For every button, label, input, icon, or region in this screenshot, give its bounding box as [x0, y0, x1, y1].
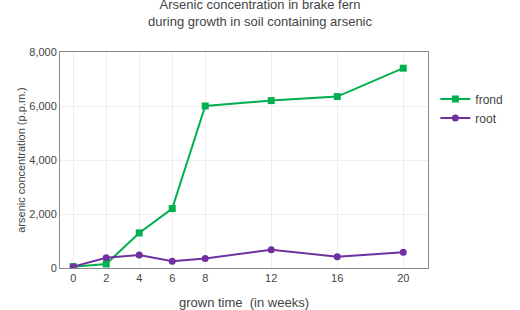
svg-text:grown time (in weeks): grown time (in weeks) [179, 295, 309, 310]
svg-text:8,000: 8,000 [29, 46, 57, 58]
svg-text:frond: frond [475, 93, 502, 107]
svg-text:0: 0 [70, 272, 76, 284]
svg-text:2: 2 [103, 272, 109, 284]
svg-text:16: 16 [331, 272, 343, 284]
svg-text:4,000: 4,000 [29, 154, 57, 166]
svg-text:6: 6 [169, 272, 175, 284]
svg-text:12: 12 [265, 272, 277, 284]
svg-text:2,000: 2,000 [29, 208, 57, 220]
svg-text:Arsenic concentration in brake: Arsenic concentration in brake ferndurin… [148, 0, 373, 29]
svg-text:root: root [475, 112, 496, 126]
svg-text:8: 8 [202, 272, 208, 284]
svg-text:0: 0 [51, 262, 57, 274]
svg-text:arsenic concentration (p.p.m.): arsenic concentration (p.p.m.) [15, 87, 27, 233]
svg-text:6,000: 6,000 [29, 100, 57, 112]
svg-text:20: 20 [397, 272, 409, 284]
svg-text:4: 4 [136, 272, 142, 284]
